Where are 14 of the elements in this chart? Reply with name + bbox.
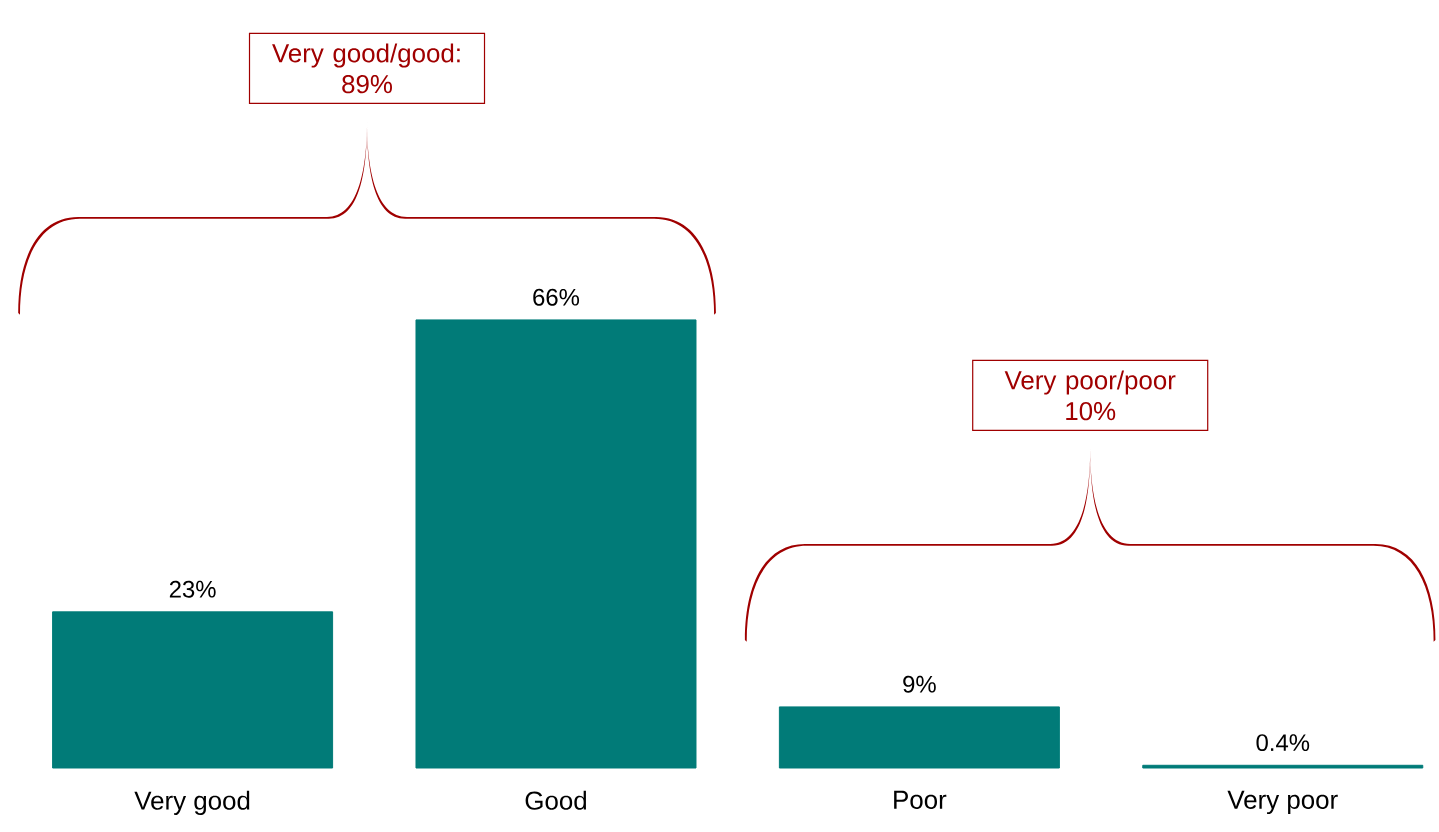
- data-label: 66%: [533, 288, 580, 306]
- x-tick-label: Very poor: [1227, 790, 1338, 815]
- text: Very good/good: 89%: [272, 43, 460, 94]
- bar: [778, 706, 1060, 769]
- data-label: 23%: [169, 580, 216, 598]
- bar: [415, 319, 697, 769]
- data-label: 0.4%: [1256, 734, 1310, 752]
- x-tick-label: Poor: [894, 790, 947, 809]
- bar: [1142, 764, 1424, 769]
- data-label: 9%: [903, 675, 936, 693]
- x-tick-label: Very good: [134, 790, 250, 815]
- annotation: Very poor/poor 10%: [1004, 370, 1176, 421]
- x-tick-label: Good: [525, 790, 586, 810]
- bar: [52, 611, 334, 769]
